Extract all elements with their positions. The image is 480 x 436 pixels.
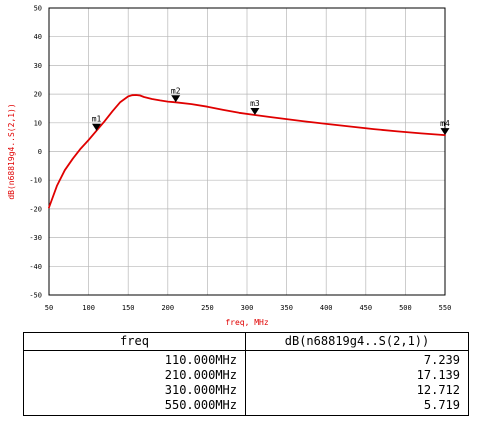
cell-freq: 210.000MHz — [23, 368, 246, 383]
x-tick-label: 200 — [161, 304, 174, 312]
y-tick-labels: -50 -40 -30 -20 -10 0 10 20 30 40 50 — [29, 5, 42, 300]
x-tick-label: 100 — [82, 304, 95, 312]
table-row: 110.000MHz 7.239 — [23, 350, 469, 368]
cell-value: 17.139 — [245, 368, 469, 383]
y-tick-label: 20 — [34, 91, 42, 99]
y-axis-label: dB(n68819g4..S(2,1)) — [7, 103, 16, 199]
header-freq: freq — [23, 332, 246, 351]
plot-frame — [48, 7, 446, 296]
marker-label: m2 — [171, 86, 181, 95]
header-value: dB(n68819g4..S(2,1)) — [245, 332, 469, 351]
x-tick-label: 450 — [359, 304, 372, 312]
marker-label: m4 — [440, 119, 450, 128]
y-tick-label: -40 — [29, 263, 42, 271]
cell-value: 7.239 — [245, 350, 469, 368]
x-tick-label: 50 — [45, 304, 53, 312]
marker-m4: m4 — [440, 119, 450, 136]
x-tick-label: 150 — [122, 304, 135, 312]
y-tick-label: -10 — [29, 177, 42, 185]
x-tick-label: 300 — [241, 304, 254, 312]
marker-triangle-icon — [92, 123, 102, 131]
marker-triangle-icon — [250, 108, 260, 116]
marker-m2: m2 — [171, 86, 181, 103]
table-row: 210.000MHz 17.139 — [23, 368, 469, 383]
y-tick-label: 30 — [34, 62, 42, 70]
marker-m3: m3 — [250, 99, 260, 116]
y-tick-label: 50 — [34, 5, 42, 13]
y-tick-label: 10 — [34, 119, 42, 127]
cell-freq: 550.000MHz — [23, 398, 246, 416]
y-tick-label: 0 — [38, 148, 42, 156]
marker-label: m3 — [250, 99, 260, 108]
marker-group: m1 m2 m3 m4 — [92, 86, 450, 136]
y-tick-label: -50 — [29, 292, 42, 300]
x-tick-labels: 50 100 150 200 250 300 350 400 450 500 550 — [45, 304, 452, 312]
plot-grid — [48, 7, 446, 296]
cell-freq: 310.000MHz — [23, 383, 246, 398]
x-tick-label: 400 — [320, 304, 333, 312]
marker-m1: m1 — [92, 115, 102, 131]
marker-readout-table: freq dB(n68819g4..S(2,1)) 110.000MHz 7.2… — [23, 332, 469, 416]
s21-trace — [48, 94, 446, 209]
table-row: 550.000MHz 5.719 — [23, 398, 469, 416]
x-tick-label: 550 — [439, 304, 452, 312]
x-tick-label: 250 — [201, 304, 214, 312]
cell-value: 12.712 — [245, 383, 469, 398]
marker-triangle-icon — [171, 95, 181, 103]
table-row: 310.000MHz 12.712 — [23, 383, 469, 398]
marker-triangle-icon — [440, 128, 450, 136]
cell-freq: 110.000MHz — [23, 350, 246, 368]
y-tick-label: -20 — [29, 205, 42, 213]
y-tick-label: 40 — [34, 33, 42, 41]
table-header-row: freq dB(n68819g4..S(2,1)) — [23, 332, 469, 351]
marker-label: m1 — [92, 115, 102, 124]
x-tick-label: 500 — [399, 304, 412, 312]
cell-value: 5.719 — [245, 398, 469, 416]
sparameter-plot: -50 -40 -30 -20 -10 0 10 20 30 40 50 50 100 150 200 25… — [7, 5, 452, 328]
y-tick-label: -30 — [29, 234, 42, 242]
x-axis-label: freq, MHz — [225, 318, 269, 327]
x-tick-label: 350 — [280, 304, 293, 312]
